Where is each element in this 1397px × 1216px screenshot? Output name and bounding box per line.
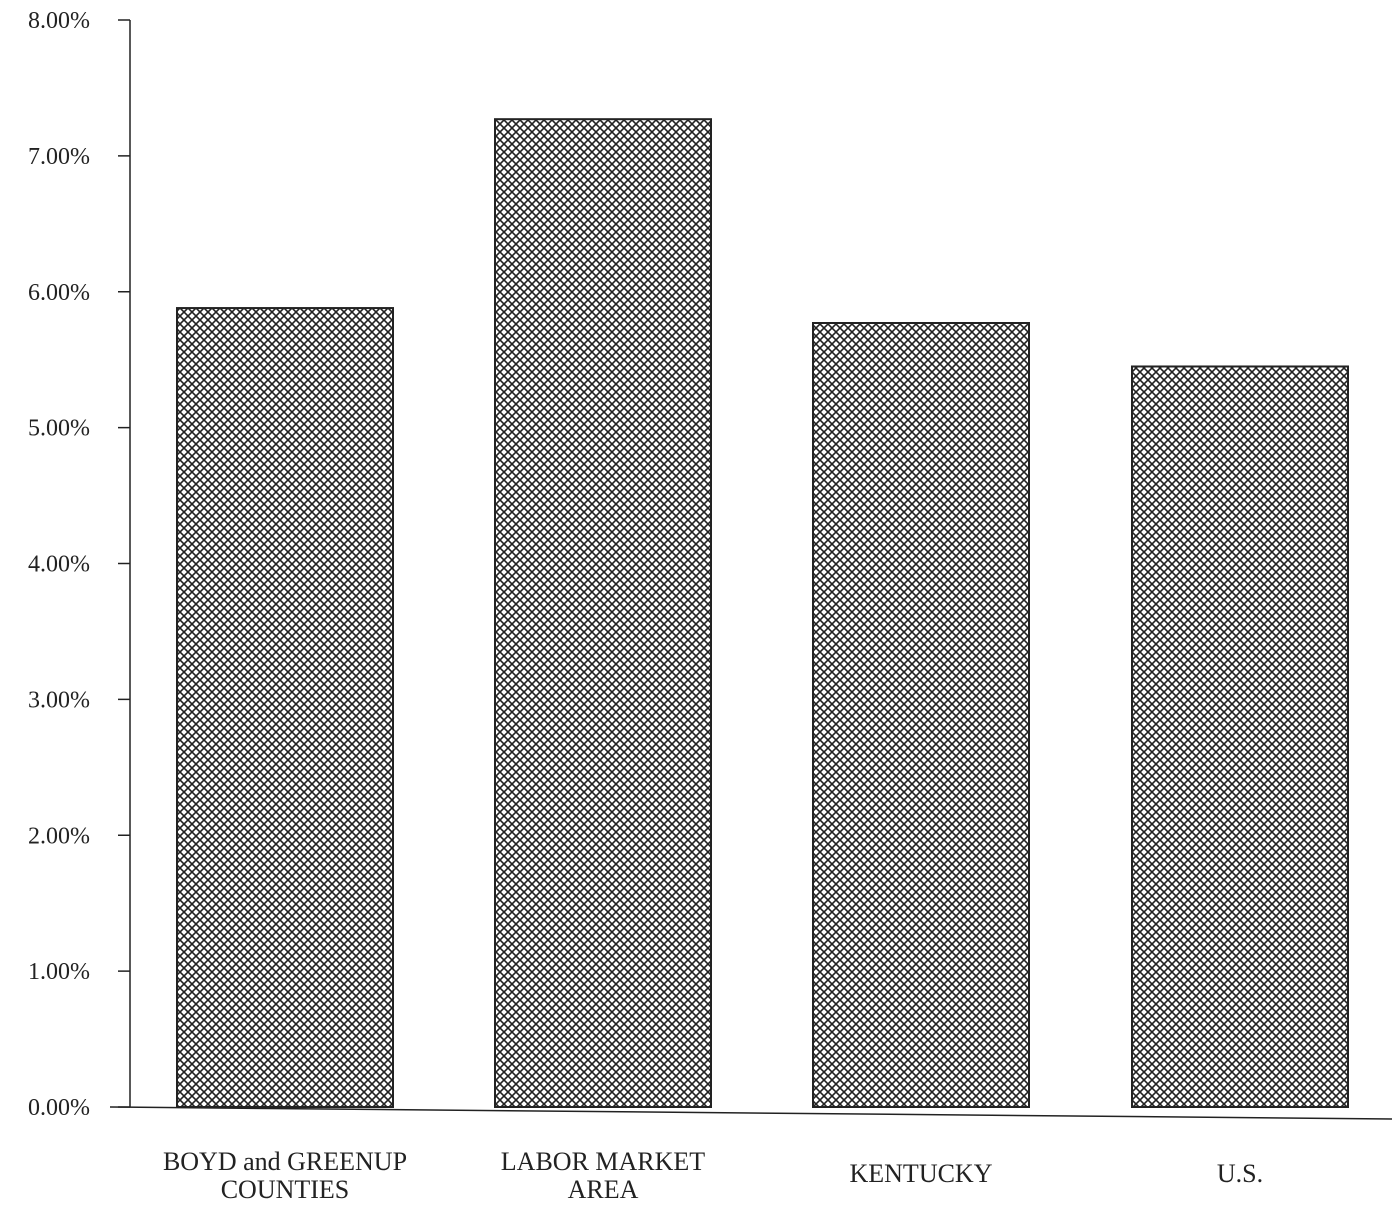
- bar: [494, 118, 712, 1109]
- y-axis: 0.00% 1.00% 2.00% 3.00% 4.00% 5.00% 6.00% 7.00%…: [28, 8, 131, 1121]
- x-category-label: LABOR MARKET AREA: [501, 1147, 706, 1204]
- bars: [176, 118, 1349, 1109]
- y-tick-label: 5.00%: [28, 416, 90, 442]
- y-tick-label: 8.00%: [28, 8, 90, 34]
- x-category-label-line: LABOR MARKET: [501, 1147, 706, 1176]
- y-tick-label: 6.00%: [28, 280, 90, 306]
- y-tick-label: 3.00%: [28, 687, 90, 713]
- x-axis-line: [109, 1106, 1393, 1120]
- x-category-label: BOYD and GREENUP COUNTIES: [163, 1147, 407, 1204]
- x-category-label-line: COUNTIES: [221, 1175, 350, 1204]
- x-category-label-line: AREA: [568, 1175, 639, 1204]
- y-tick-label: 1.00%: [28, 959, 90, 985]
- x-category-label-line: KENTUCKY: [850, 1159, 993, 1188]
- x-category-label-line: U.S.: [1217, 1159, 1263, 1188]
- x-category-label: KENTUCKY: [850, 1159, 993, 1188]
- x-category-label-line: BOYD and GREENUP: [163, 1147, 407, 1176]
- x-category-label: U.S.: [1217, 1159, 1263, 1188]
- bar: [812, 322, 1030, 1109]
- bar: [1131, 365, 1349, 1108]
- bar: [176, 307, 394, 1108]
- y-tick-label: 2.00%: [28, 823, 90, 849]
- x-axis: BOYD and GREENUP COUNTIES LABOR MARKET AREA…: [109, 1106, 1393, 1204]
- y-tick-label: 0.00%: [28, 1095, 90, 1121]
- y-tick-label: 4.00%: [28, 552, 90, 578]
- y-tick-label: 7.00%: [28, 144, 90, 170]
